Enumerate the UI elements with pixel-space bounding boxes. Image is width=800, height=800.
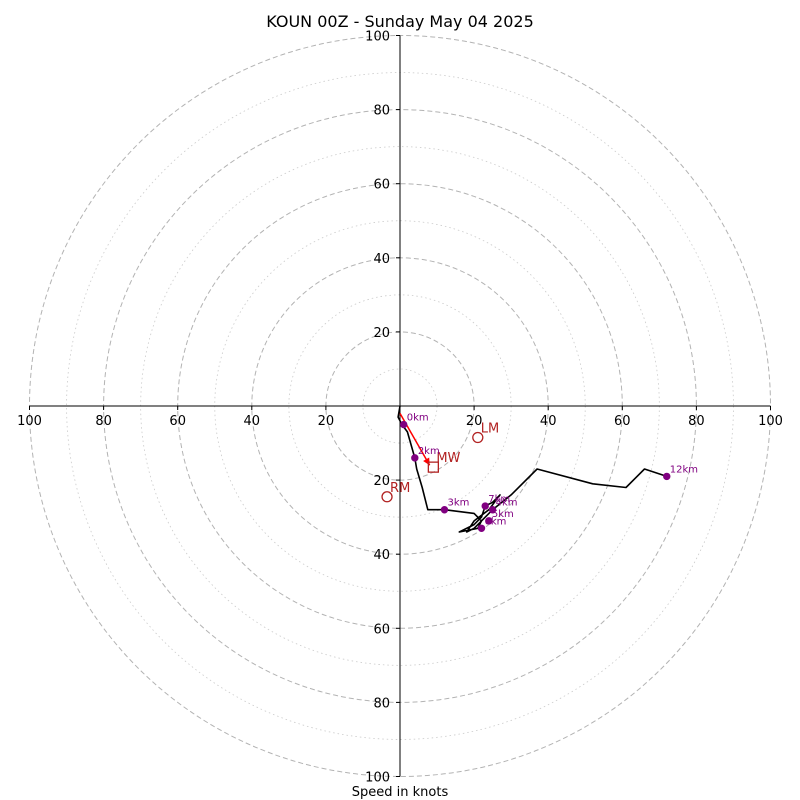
height-marker-5km bbox=[485, 517, 493, 525]
hodograph-line bbox=[397, 405, 668, 533]
y-tick-label: 40 bbox=[373, 548, 390, 563]
x-tick-label: 100 bbox=[17, 414, 42, 429]
y-tick-label: 20 bbox=[373, 326, 390, 341]
storm-label-lm: LM bbox=[481, 421, 499, 436]
tick-labels: 20 20 20 20 40 40 40 40 60 60 60 60 80 80 80 80 100 100 10… bbox=[17, 30, 783, 786]
x-tick-label: 20 bbox=[318, 414, 335, 429]
height-marker-2km bbox=[411, 454, 419, 462]
height-label-7km: 7km bbox=[488, 494, 510, 505]
height-label-2km: 2km bbox=[418, 446, 440, 457]
height-marker-6km bbox=[477, 524, 486, 532]
height-marker-0km bbox=[400, 420, 408, 429]
storm-label-mw: MW bbox=[436, 451, 460, 466]
height-label-0km: 0km bbox=[407, 413, 429, 424]
storm-marker-rm bbox=[381, 491, 393, 503]
x-tick-label: 60 bbox=[169, 414, 186, 429]
x-axis-label: Speed in knots bbox=[352, 785, 449, 800]
storm-marker-lm bbox=[472, 431, 484, 444]
height-label-12km: 12km bbox=[670, 464, 698, 475]
y-tick-label: 20 bbox=[373, 474, 390, 489]
x-tick-label: 100 bbox=[758, 414, 783, 429]
storm-label-rm: RM bbox=[390, 481, 410, 496]
y-tick-label: 60 bbox=[373, 178, 390, 193]
x-tick-label: 40 bbox=[244, 414, 261, 429]
x-tick-label: 40 bbox=[540, 414, 557, 429]
storm-motions: RM LM MW bbox=[381, 421, 499, 503]
height-label-4km: 4km bbox=[496, 498, 518, 509]
height-marker-12km bbox=[663, 472, 671, 481]
x-tick-label: 60 bbox=[614, 414, 631, 429]
y-tick-label: 60 bbox=[373, 622, 390, 637]
height-label-3km: 3km bbox=[447, 498, 469, 509]
chart-title: KOUN 00Z - Sunday May 04 2025 bbox=[266, 12, 534, 31]
height-marker-7km bbox=[481, 502, 489, 510]
height-marker-3km bbox=[440, 506, 449, 514]
height-label-5km: 5km bbox=[492, 509, 514, 520]
x-tick-label: 20 bbox=[466, 414, 483, 429]
y-tick-label: 80 bbox=[373, 104, 390, 119]
x-tick-label: 80 bbox=[95, 414, 112, 429]
storm-marker-mw bbox=[427, 461, 439, 473]
y-tick-label: 100 bbox=[365, 30, 390, 45]
y-tick-label: 100 bbox=[365, 771, 390, 786]
y-tick-label: 80 bbox=[373, 696, 390, 711]
hodograph-trace bbox=[397, 405, 668, 533]
y-tick-label: 40 bbox=[373, 252, 390, 267]
height-marker-4km bbox=[488, 506, 497, 514]
height-label-6km: 6km bbox=[485, 516, 507, 527]
x-tick-label: 80 bbox=[688, 414, 705, 429]
